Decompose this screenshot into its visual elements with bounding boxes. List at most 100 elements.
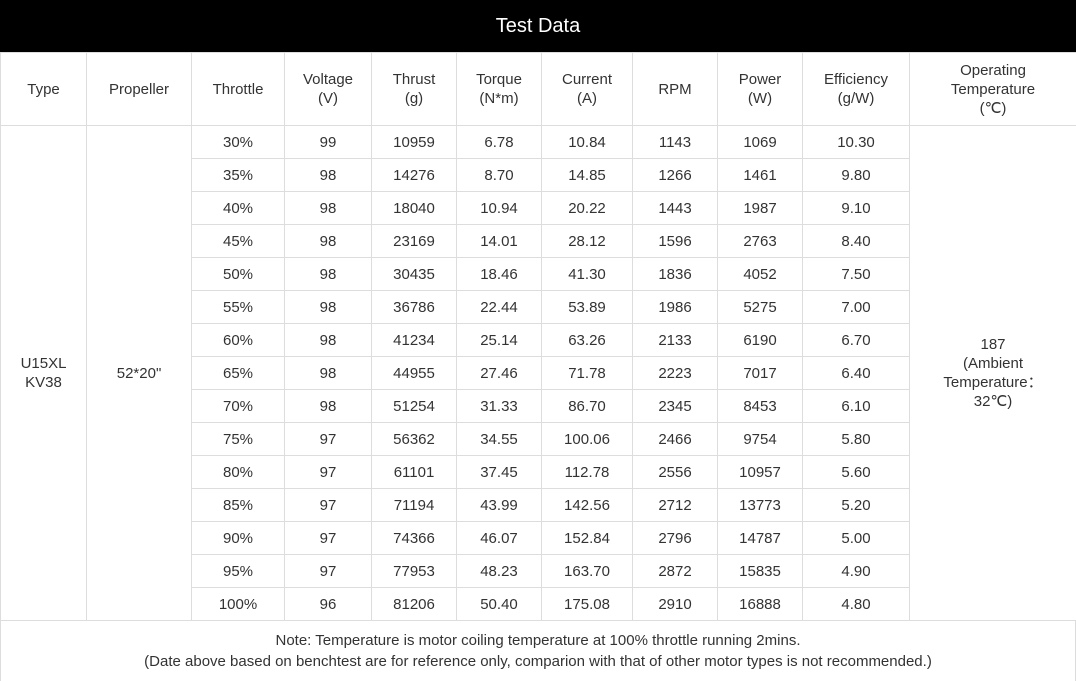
cell-line: (Date above based on benchtest are for r…	[144, 653, 932, 670]
data-cell: 1461	[717, 158, 803, 192]
temperature-cell: 187 (Ambient Temperature： 32℃)	[909, 125, 1076, 621]
data-cell: 4.80	[802, 587, 910, 621]
data-cell: 63.26	[541, 323, 633, 357]
data-cell: 86.70	[541, 389, 633, 423]
cell-line: Thrust	[392, 71, 436, 88]
cell-line: Power	[738, 71, 782, 88]
data-cell: 28.12	[541, 224, 633, 258]
data-cell: 97	[284, 422, 372, 456]
data-cell: 98	[284, 356, 372, 390]
header-cell: Torque (N*m)	[456, 52, 542, 126]
data-cell: 98	[284, 191, 372, 225]
cell-line: 187	[980, 336, 1006, 353]
data-cell: 10.94	[456, 191, 542, 225]
data-cell: 30435	[371, 257, 457, 291]
data-cell: 23169	[371, 224, 457, 258]
data-row: 85% 97 71194 43.99 142.56 2712 13773 5.20	[1, 488, 1076, 522]
data-cell: 100.06	[541, 422, 633, 456]
data-cell: 81206	[371, 587, 457, 621]
data-cell: 5.60	[802, 455, 910, 489]
data-cell: 2712	[632, 488, 718, 522]
data-cell: 7017	[717, 356, 803, 390]
data-cell: 1986	[632, 290, 718, 324]
data-cell: 20.22	[541, 191, 633, 225]
data-cell: 2345	[632, 389, 718, 423]
data-row: U15XL KV38 52*20" 30% 99 10959 6.78 10.84 1143 10…	[0, 125, 1076, 621]
data-cell: 1987	[717, 191, 803, 225]
data-row: 45% 98 23169 14.01 28.12 1596 2763 8.40	[1, 224, 1076, 258]
data-row: 65% 98 44955 27.46 71.78 2223 7017 6.40	[1, 356, 1076, 390]
data-cell: 50.40	[456, 587, 542, 621]
data-cell: 6.78	[456, 125, 542, 159]
header-cell: Voltage (V)	[284, 52, 372, 126]
data-row: 35% 98 14276 8.70 14.85 1266 1461 9.80	[1, 158, 1076, 192]
data-row: 80% 97 61101 37.45 112.78 2556 10957 5.60	[1, 455, 1076, 489]
data-row: 40% 98 18040 10.94 20.22 1443 1987 9.10	[1, 191, 1076, 225]
data-row: 100% 96 81206 50.40 175.08 2910 16888 4.80	[1, 587, 1076, 621]
data-cell: 2910	[632, 587, 718, 621]
data-cell: 65%	[191, 356, 285, 390]
header-cell: RPM	[632, 52, 718, 126]
data-cell: 77953	[371, 554, 457, 588]
data-cell: 2133	[632, 323, 718, 357]
data-cell: 70%	[191, 389, 285, 423]
data-cell: 1596	[632, 224, 718, 258]
propeller-cell: 52*20"	[86, 125, 192, 621]
data-cell: 95%	[191, 554, 285, 588]
header-cell: Thrust (g)	[371, 52, 457, 126]
header-cell: Propeller	[86, 52, 192, 126]
data-cell: 99	[284, 125, 372, 159]
data-row: 75% 97 56362 34.55 100.06 2466 9754 5.80	[1, 422, 1076, 456]
cell-line: (N*m)	[479, 90, 519, 107]
data-cell: 15835	[717, 554, 803, 588]
data-cell: 14276	[371, 158, 457, 192]
data-cell: 44955	[371, 356, 457, 390]
cell-line: Note: Temperature is motor coiling tempe…	[275, 632, 801, 649]
data-cell: 1069	[717, 125, 803, 159]
data-cell: 7.50	[802, 257, 910, 291]
data-cell: 142.56	[541, 488, 633, 522]
data-cell: 98	[284, 323, 372, 357]
data-cell: 96	[284, 587, 372, 621]
cell-line: RPM	[658, 80, 692, 98]
data-cell: 97	[284, 488, 372, 522]
data-cell: 41234	[371, 323, 457, 357]
data-cell: 51254	[371, 389, 457, 423]
data-cell: 163.70	[541, 554, 633, 588]
data-cell: 97	[284, 455, 372, 489]
header-row: Type Propeller Throttle Voltage (V) Thrust (g)…	[0, 52, 1076, 126]
cell-line: (A)	[577, 90, 597, 107]
data-cell: 152.84	[541, 521, 633, 555]
data-cell: 22.44	[456, 290, 542, 324]
title: Test Data	[0, 0, 1076, 52]
cell-line: Temperature	[950, 80, 1036, 98]
data-cell: 25.14	[456, 323, 542, 357]
data-cell: 55%	[191, 290, 285, 324]
header-cell: Type	[0, 52, 87, 126]
data-row: 50% 98 30435 18.46 41.30 1836 4052 7.50	[1, 257, 1076, 291]
data-row: 90% 97 74366 46.07 152.84 2796 14787 5.00	[1, 521, 1076, 555]
data-cell: 4052	[717, 257, 803, 291]
data-cell: 9754	[717, 422, 803, 456]
data-cell: 98	[284, 224, 372, 258]
data-cell: 10959	[371, 125, 457, 159]
data-cell: 10957	[717, 455, 803, 489]
data-cell: 2796	[632, 521, 718, 555]
data-cell: 97	[284, 521, 372, 555]
cell-line: Temperature：	[943, 374, 1043, 391]
cell-line: KV38	[25, 374, 62, 391]
header-cell: Operating Temperature (℃)	[909, 52, 1076, 126]
cell-line: Torque	[476, 71, 522, 88]
data-cell: 40%	[191, 191, 285, 225]
data-cell: 60%	[191, 323, 285, 357]
data-cell: 9.80	[802, 158, 910, 192]
cell-line: Voltage	[302, 71, 354, 88]
data-cell: 5.20	[802, 488, 910, 522]
cell-line: (V)	[318, 90, 338, 107]
data-cell: 35%	[191, 158, 285, 192]
data-cell: 97	[284, 554, 372, 588]
data-cell: 43.99	[456, 488, 542, 522]
data-cell: 75%	[191, 422, 285, 456]
data-cell: 1266	[632, 158, 718, 192]
data-cell: 8.40	[802, 224, 910, 258]
